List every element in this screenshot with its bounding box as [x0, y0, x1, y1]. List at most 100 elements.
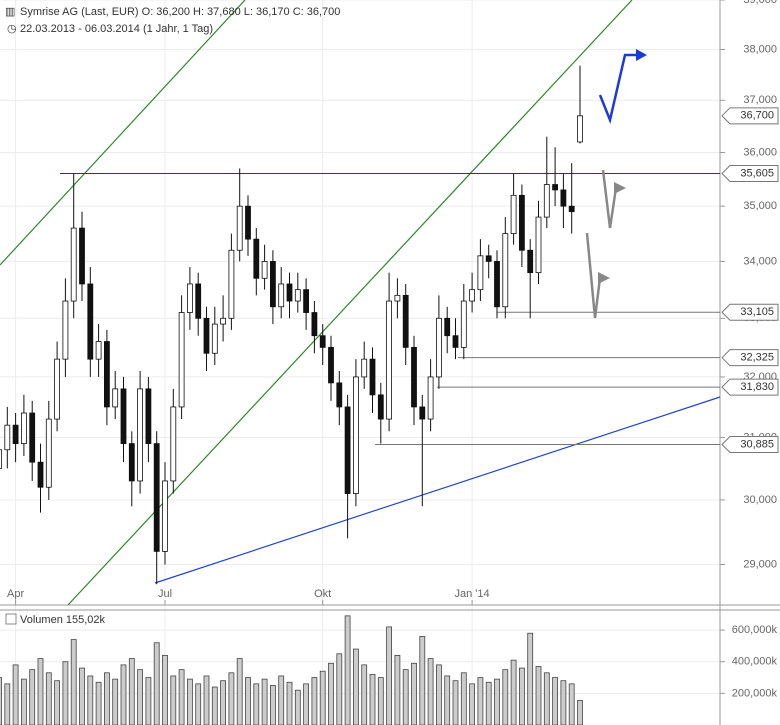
volume-bar: [502, 669, 509, 725]
arrow-head: [614, 182, 626, 194]
candle-body: [186, 283, 193, 313]
level-label-box: [721, 107, 779, 125]
candle-body: [344, 406, 351, 494]
volume-bar: [527, 632, 534, 725]
candle-body: [319, 335, 326, 348]
candle-body: [153, 443, 160, 552]
candle-body: [112, 388, 119, 408]
volume-bar: [186, 678, 193, 725]
channel-line: [67, 0, 633, 606]
candle-body: [29, 412, 36, 463]
channel-line: [0, 0, 246, 266]
icon: [5, 613, 17, 625]
volume-bar: [153, 642, 160, 725]
volume-bar: [37, 658, 44, 725]
arrow-head: [598, 272, 610, 284]
candle-body: [37, 461, 44, 488]
trend-line: [154, 396, 721, 584]
volume-bar: [278, 675, 285, 725]
volume-bar: [128, 658, 135, 725]
candle-body: [336, 382, 343, 408]
candle-body: [328, 346, 334, 384]
arrow: [601, 169, 618, 229]
x-tick-label: Apr: [7, 588, 24, 600]
y-tick-label: 34,000: [743, 255, 777, 267]
y-tick-label: 36,000: [743, 146, 777, 158]
volume-bar: [20, 678, 27, 725]
candle-body: [0, 449, 2, 469]
y-tick-label: 37,000: [743, 94, 777, 106]
volume-bar: [452, 680, 459, 725]
candle-body: [311, 312, 318, 337]
candle-body: [294, 289, 301, 302]
volume-bar: [45, 672, 52, 725]
arrow: [585, 232, 602, 319]
candle-body: [145, 388, 152, 444]
candle-body: [560, 189, 567, 207]
volume-bar: [178, 669, 185, 725]
level-label-box: [721, 378, 779, 396]
candle-body: [62, 300, 69, 360]
volume-bar: [535, 666, 542, 725]
candle-body: [352, 376, 359, 494]
candle-body: [178, 312, 185, 408]
level-label: 32,325: [740, 352, 774, 364]
volume-bar: [79, 667, 85, 725]
volume-bar: [87, 675, 94, 725]
candle-body: [369, 358, 376, 396]
candle-body: [128, 443, 135, 482]
volume-bar: [519, 667, 525, 725]
volume-bar: [336, 653, 343, 725]
candle-body: [543, 184, 550, 218]
volume-bar: [62, 661, 69, 725]
volume-bar: [568, 683, 575, 725]
candle-body: [45, 418, 52, 488]
candle-body: [79, 227, 85, 285]
candle-body: [435, 317, 442, 378]
volume-bar: [162, 654, 168, 725]
candle-body: [568, 205, 575, 213]
volume-bar: [460, 672, 467, 725]
candle-body: [228, 249, 235, 319]
candle-body: [104, 341, 110, 408]
volume-bar: [0, 677, 2, 725]
candle-body: [485, 255, 492, 262]
candle-body: [577, 115, 583, 143]
volume-bar: [311, 677, 318, 725]
candle-body: [411, 346, 417, 408]
volume-bar: [494, 678, 500, 725]
candle-body: [510, 194, 517, 235]
candle-body: [394, 294, 401, 302]
volume-bar: [469, 683, 476, 725]
volume-bar: [435, 664, 442, 725]
y-tick-label: 200,000k: [732, 687, 778, 699]
volume-bar: [236, 658, 243, 725]
candle-body: [269, 261, 276, 308]
volume-bar: [245, 677, 251, 725]
chart-subtitle: 22.03.2013 - 06.03.2014 (1 Jahr, 1 Tag): [20, 23, 213, 35]
candle-body: [535, 216, 542, 274]
candle-body: [452, 335, 459, 348]
level-label: 31,830: [740, 381, 774, 393]
volume-bar: [104, 672, 110, 725]
volume-bar: [510, 659, 517, 725]
volume-bar: [402, 669, 409, 725]
volume-bar: [220, 680, 227, 725]
y-tick-label: 35,000: [743, 200, 777, 212]
level-label: 36,700: [740, 110, 774, 122]
candle-body: [195, 283, 202, 319]
volume-bar: [286, 681, 293, 725]
x-tick-label: Jul: [158, 588, 172, 600]
icon: ◷: [7, 23, 17, 35]
volume-bar: [352, 648, 359, 725]
y-tick-label: 39,000: [743, 0, 777, 6]
volume-bar: [253, 683, 260, 725]
volume-bar: [303, 683, 310, 725]
volume-bar: [195, 683, 202, 725]
candle-body: [419, 406, 426, 420]
volume-bar: [386, 626, 393, 725]
level-label-box: [721, 349, 779, 367]
volume-bar: [211, 686, 218, 725]
volume-bar: [54, 680, 60, 725]
